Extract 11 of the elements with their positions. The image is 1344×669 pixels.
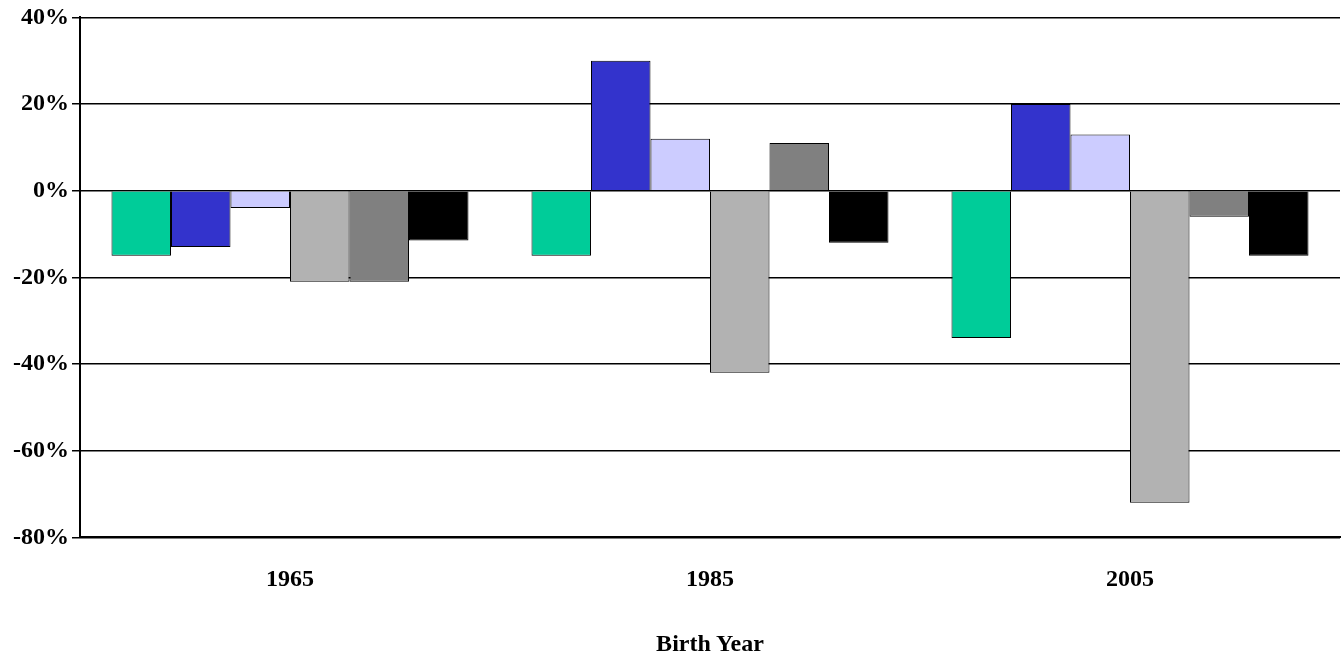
x-tick-label: 1985	[686, 565, 734, 591]
y-tick-label: -60%	[12, 435, 69, 462]
y-tick-label: 40%	[20, 2, 69, 29]
y-tick-label: -40%	[12, 349, 69, 376]
y-tick-label: 0%	[32, 175, 69, 202]
x-tick-label: 1965	[265, 565, 314, 591]
x-axis-title: Birth Year	[656, 629, 765, 656]
y-tick-label: -80%	[12, 522, 69, 549]
x-tick-label: 2005	[1106, 565, 1154, 591]
y-tick-label: 20%	[20, 89, 69, 116]
y-tick-label: -20%	[12, 262, 69, 289]
